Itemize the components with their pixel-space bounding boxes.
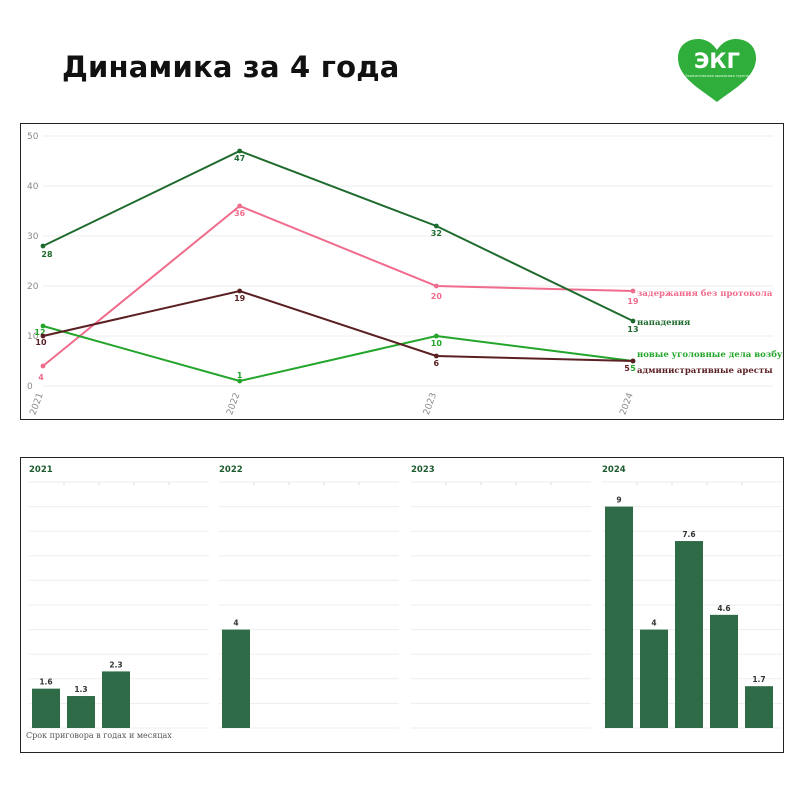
- bar-value-label: 1.3: [74, 685, 87, 694]
- y-tick-label: 20: [27, 282, 39, 292]
- bar-value-label: 4: [651, 619, 656, 628]
- page-title: Динамика за 4 года: [62, 50, 400, 84]
- data-point: [40, 363, 46, 369]
- data-point: [433, 333, 439, 339]
- series-line: [42, 289, 634, 362]
- data-point: [630, 318, 636, 324]
- line-chart-panel: 0 10 20 30 40 50 2021 2022 2023 2024 4 36 20 19 задерж…: [20, 123, 784, 420]
- bar-value-label: 1.7: [752, 675, 765, 684]
- data-point: [237, 378, 243, 384]
- data-point: [433, 353, 439, 359]
- data-point: [237, 148, 243, 154]
- ekg-logo: ЭКГ Экологическая кризисная группа: [672, 36, 762, 104]
- bar: [102, 671, 130, 728]
- bar: [32, 688, 60, 728]
- data-label: 12: [34, 328, 45, 337]
- logo-text: ЭКГ: [694, 49, 740, 73]
- bar: [710, 614, 738, 728]
- data-point: [433, 223, 439, 229]
- data-point: [433, 283, 439, 289]
- series-label: задержания без протокола: [637, 288, 773, 299]
- data-label: 19: [627, 297, 639, 306]
- data-label: 5: [630, 364, 636, 373]
- bar-value-label: 7.6: [682, 530, 695, 539]
- data-label: 10: [35, 338, 47, 347]
- data-point: [630, 288, 636, 294]
- bar: [640, 629, 668, 728]
- bar: [745, 686, 773, 728]
- data-label: 20: [431, 292, 443, 301]
- data-label: 6: [434, 359, 440, 368]
- bar: [605, 506, 633, 728]
- bar-value-label: 2.3: [109, 660, 122, 669]
- data-label: 5: [624, 364, 630, 373]
- series-label: нападения: [637, 318, 690, 328]
- panel-year-label: 2021: [29, 465, 53, 475]
- series-line: [42, 204, 634, 367]
- chart-caption: Срок приговора в годах и месяцах: [26, 731, 172, 740]
- data-point: [40, 323, 46, 329]
- bar-chart-panel: 2021 1.6 1.3 2.3 2022 4 2023 2024 9 4 7.6 4.6 1.7 Сро…: [20, 457, 784, 753]
- data-label: 13: [627, 325, 638, 334]
- data-label: 36: [234, 209, 246, 218]
- bar-chart: 2021 1.6 1.3 2.3 2022 4 2023 2024 9 4 7.6 4.6 1.7 Сро…: [26, 465, 782, 740]
- data-label: 32: [431, 229, 442, 238]
- bar: [222, 629, 250, 728]
- x-tick-label: 2024: [619, 391, 636, 416]
- series-line: [42, 325, 634, 383]
- panel-year-label: 2024: [602, 465, 626, 475]
- x-tick-label: 2021: [29, 392, 46, 417]
- y-tick-label: 0: [27, 382, 33, 392]
- data-point: [237, 203, 243, 209]
- panel-year-label: 2022: [219, 465, 243, 475]
- data-label: 47: [234, 154, 245, 163]
- y-tick-label: 10: [27, 332, 39, 342]
- series-label: административные аресты: [637, 366, 773, 376]
- data-point: [630, 358, 636, 364]
- heart-logo-icon: ЭКГ Экологическая кризисная группа: [678, 39, 756, 102]
- data-label: 1: [237, 371, 243, 380]
- data-label: 10: [431, 339, 443, 348]
- data-point: [40, 243, 46, 249]
- data-point: [237, 288, 243, 294]
- bar-value-label: 4: [233, 619, 238, 628]
- series-line: [42, 149, 634, 322]
- data-label: 28: [41, 250, 53, 259]
- panel-year-label: 2023: [411, 465, 435, 475]
- x-tick-label: 2022: [225, 392, 242, 417]
- data-label: 4: [38, 373, 44, 382]
- y-tick-label: 40: [27, 182, 39, 192]
- x-tick-label: 2023: [422, 392, 439, 417]
- bar: [675, 541, 703, 728]
- bar-value-label: 1.6: [39, 678, 52, 687]
- bar-value-label: 4.6: [717, 604, 730, 613]
- series-label: новые уголовные дела возбуждены: [637, 349, 783, 360]
- data-label: 19: [234, 294, 246, 303]
- y-tick-label: 30: [27, 232, 39, 242]
- data-point: [40, 333, 46, 339]
- logo-subtext: Экологическая кризисная группа: [685, 74, 749, 78]
- bar-value-label: 9: [616, 496, 621, 505]
- bar: [67, 696, 95, 728]
- y-tick-label: 50: [27, 132, 39, 142]
